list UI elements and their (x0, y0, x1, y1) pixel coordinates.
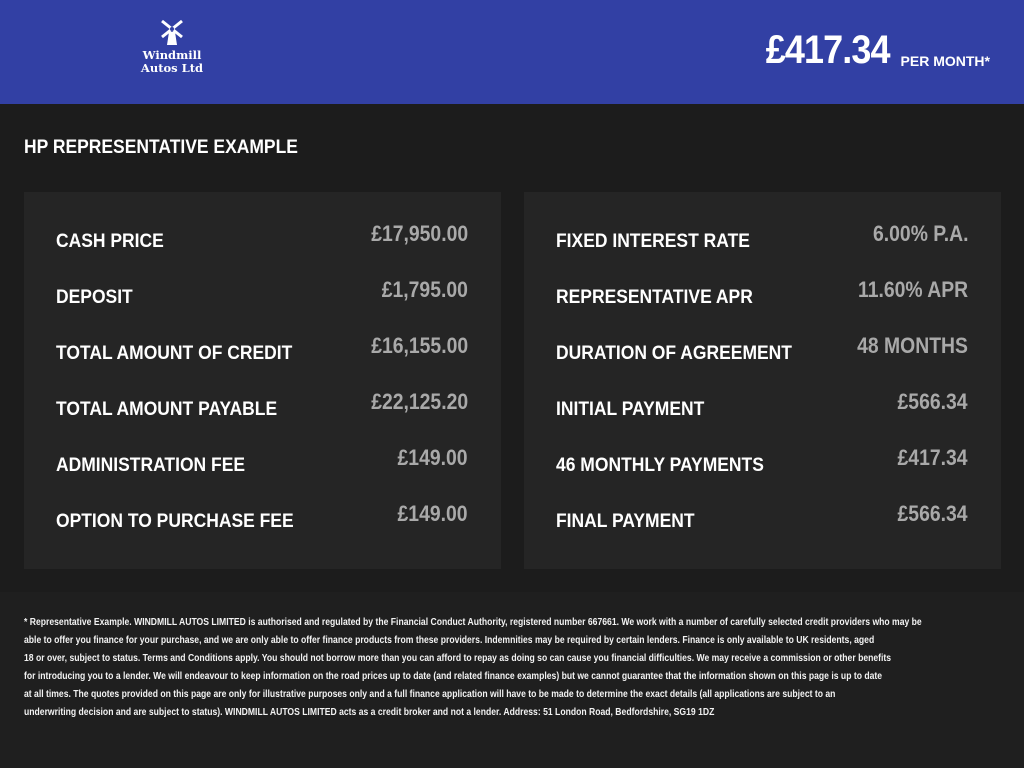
logo[interactable]: Windmill Autos Ltd (128, 18, 216, 75)
finance-row: TOTAL AMOUNT PAYABLE £22,125.20 (56, 389, 468, 421)
finance-row: OPTION TO PURCHASE FEE £149.00 (56, 501, 468, 533)
finance-row: CASH PRICE £17,950.00 (56, 221, 468, 253)
finance-label: TOTAL AMOUNT OF CREDIT (56, 343, 293, 364)
finance-label: INITIAL PAYMENT (556, 399, 705, 420)
disclaimer-footer: * Representative Example. WINDMILL AUTOS… (0, 592, 1024, 768)
finance-value: £566.34 (898, 501, 968, 526)
finance-value: £16,155.00 (371, 333, 468, 358)
finance-row: ADMINISTRATION FEE £149.00 (56, 445, 468, 477)
disclaimer-line: for introducing you to a lender. We will… (24, 670, 883, 682)
finance-value: £22,125.20 (371, 389, 468, 414)
finance-label: FINAL PAYMENT (556, 511, 695, 532)
finance-value: £17,950.00 (371, 221, 468, 246)
finance-value: £417.34 (898, 445, 968, 470)
monthly-price: £417.34 (766, 28, 891, 72)
disclaimer-line: at all times. The quotes provided on thi… (24, 688, 836, 700)
finance-label: REPRESENTATIVE APR (556, 287, 753, 308)
finance-label: 46 MONTHLY PAYMENTS (556, 455, 764, 476)
logo-text: Windmill Autos Ltd (128, 49, 216, 75)
finance-value: 6.00% P.A. (872, 221, 968, 246)
finance-row: REPRESENTATIVE APR 11.60% APR (556, 277, 968, 309)
finance-row: DURATION OF AGREEMENT 48 MONTHS (556, 333, 968, 365)
disclaimer-line: underwriting decision and are subject to… (24, 706, 715, 718)
finance-value: £566.34 (898, 389, 968, 414)
finance-row: FIXED INTEREST RATE 6.00% P.A. (556, 221, 968, 253)
finance-value: 48 MONTHS (857, 333, 968, 358)
per-month-label: PER MONTH* (900, 53, 990, 69)
logo-line-1: Windmill (142, 48, 202, 62)
finance-row: 46 MONTHLY PAYMENTS £417.34 (556, 445, 968, 477)
disclaimer-line: able to offer you finance for your purch… (24, 634, 875, 646)
finance-label: DEPOSIT (56, 287, 133, 308)
finance-row: FINAL PAYMENT £566.34 (556, 501, 968, 533)
disclaimer-line: 18 or over, subject to status. Terms and… (24, 652, 892, 664)
page-title: HP REPRESENTATIVE EXAMPLE (24, 137, 298, 158)
finance-label: DURATION OF AGREEMENT (556, 343, 792, 364)
finance-label: TOTAL AMOUNT PAYABLE (56, 399, 278, 420)
finance-label: FIXED INTEREST RATE (556, 231, 750, 252)
finance-label: CASH PRICE (56, 231, 164, 252)
right-finance-panel: FIXED INTEREST RATE 6.00% P.A. REPRESENTAT… (524, 192, 1001, 569)
logo-line-2: Autos Ltd (140, 61, 204, 75)
finance-value: £1,795.00 (381, 277, 468, 302)
finance-value: £149.00 (398, 445, 468, 470)
windmill-icon (161, 19, 183, 45)
finance-row: TOTAL AMOUNT OF CREDIT £16,155.00 (56, 333, 468, 365)
finance-label: ADMINISTRATION FEE (56, 455, 246, 476)
finance-row: DEPOSIT £1,795.00 (56, 277, 468, 309)
finance-value: 11.60% APR (857, 277, 968, 302)
finance-value: £149.00 (398, 501, 468, 526)
finance-row: INITIAL PAYMENT £566.34 (556, 389, 968, 421)
left-finance-panel: CASH PRICE £17,950.00 DEPOSIT £1,795.00 TOTA… (24, 192, 501, 569)
header: Windmill Autos Ltd £417.34 PER MONTH* (0, 0, 1024, 104)
finance-label: OPTION TO PURCHASE FEE (56, 511, 294, 532)
disclaimer-line: * Representative Example. WINDMILL AUTOS… (24, 616, 922, 628)
